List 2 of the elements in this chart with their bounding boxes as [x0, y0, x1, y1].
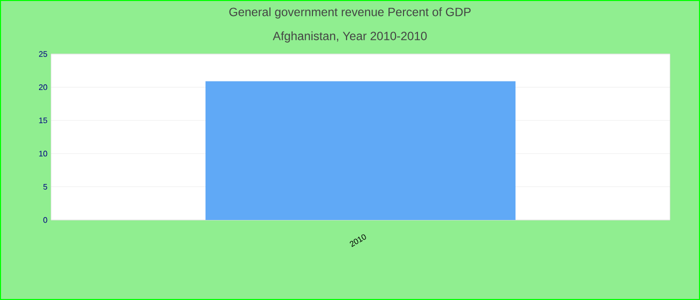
chart-title: General government revenue Percent of GDP [229, 7, 471, 19]
chart-subtitle: Afghanistan, Year 2010-2010 [272, 31, 427, 43]
